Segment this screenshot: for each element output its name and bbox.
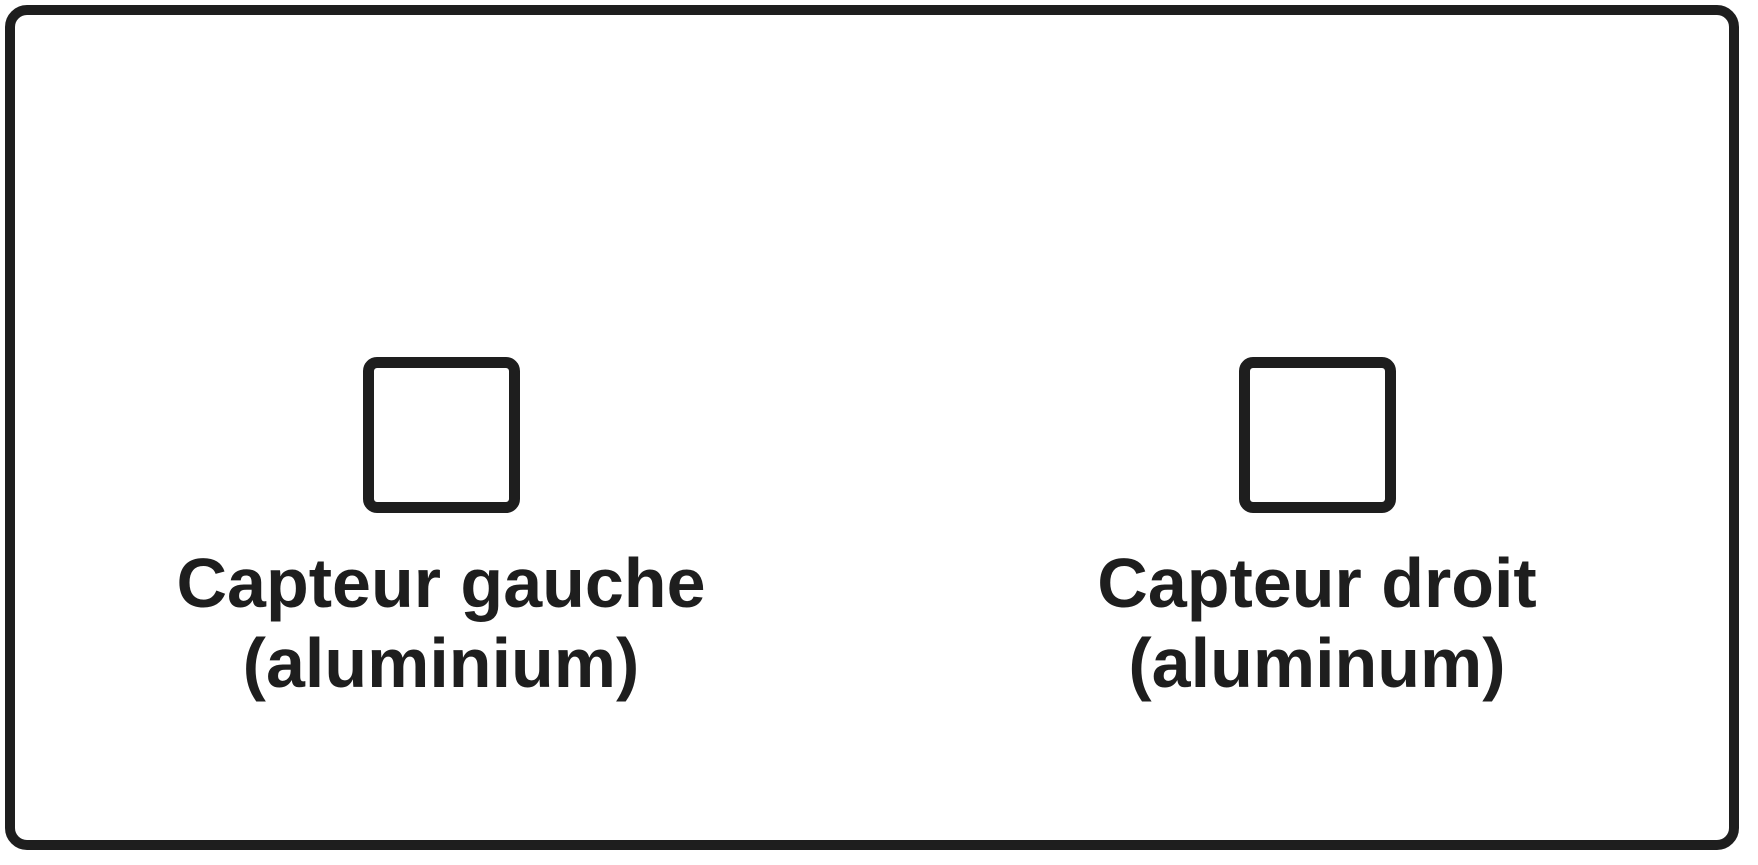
- left-sensor: Capteur gauche (aluminium): [141, 357, 741, 703]
- right-sensor-label: Capteur droit (aluminum): [1097, 543, 1536, 703]
- left-sensor-label: Capteur gauche (aluminium): [177, 543, 706, 703]
- left-sensor-checkbox[interactable]: [362, 357, 520, 513]
- left-sensor-label-line1: Capteur gauche: [176, 544, 706, 622]
- left-sensor-label-line2: (aluminium): [242, 624, 640, 702]
- right-sensor-label-line1: Capteur droit: [1097, 544, 1537, 622]
- right-sensor: Capteur droit (aluminum): [1017, 357, 1617, 703]
- right-sensor-label-line2: (aluminum): [1128, 624, 1506, 702]
- right-sensor-checkbox[interactable]: [1238, 357, 1396, 513]
- sensor-panel: [5, 5, 1739, 850]
